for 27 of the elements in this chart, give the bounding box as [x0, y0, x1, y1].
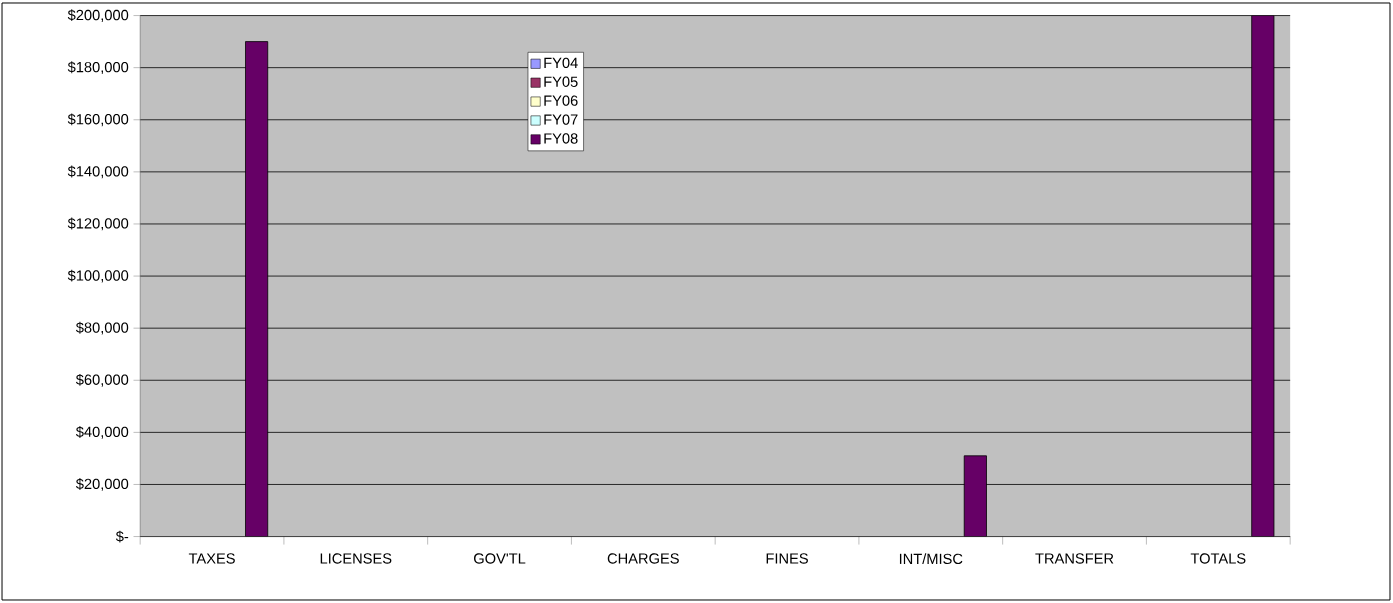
x-tick-label: FINES [766, 553, 808, 564]
legend-label: FY08 [544, 133, 578, 144]
y-tick-label: $160,000 [67, 113, 129, 127]
bar [245, 41, 269, 537]
y-tick-label: $80,000 [75, 321, 129, 335]
x-tick-label: TOTALS [1190, 553, 1246, 564]
x-tick-label: TAXES [188, 553, 235, 564]
y-tick-label: $200,000 [67, 9, 129, 22]
bar [1251, 15, 1275, 537]
x-tick-label: LICENSES [320, 553, 392, 564]
legend-label: FY07 [544, 114, 578, 125]
x-tick-label: CHARGES [607, 553, 679, 564]
legend-label: FY04 [544, 57, 578, 69]
x-tick-label: TRANSFER [1035, 553, 1114, 564]
y-tick-label: $40,000 [75, 426, 129, 439]
legend-label: FY06 [544, 95, 578, 106]
y-tick-label: $100,000 [67, 269, 129, 283]
bar [963, 455, 987, 537]
y-tick-label: $120,000 [67, 217, 129, 231]
y-tick-label: $20,000 [75, 478, 129, 491]
x-tick-label: GOV'TL [474, 553, 526, 564]
y-tick-label: $180,000 [67, 61, 129, 75]
legend-label: FY05 [544, 76, 578, 87]
y-tick-label: $- [115, 530, 129, 543]
y-tick-label: $140,000 [67, 165, 129, 179]
y-tick-label: $60,000 [75, 373, 129, 387]
x-tick-label: INT/MISC [899, 553, 963, 565]
